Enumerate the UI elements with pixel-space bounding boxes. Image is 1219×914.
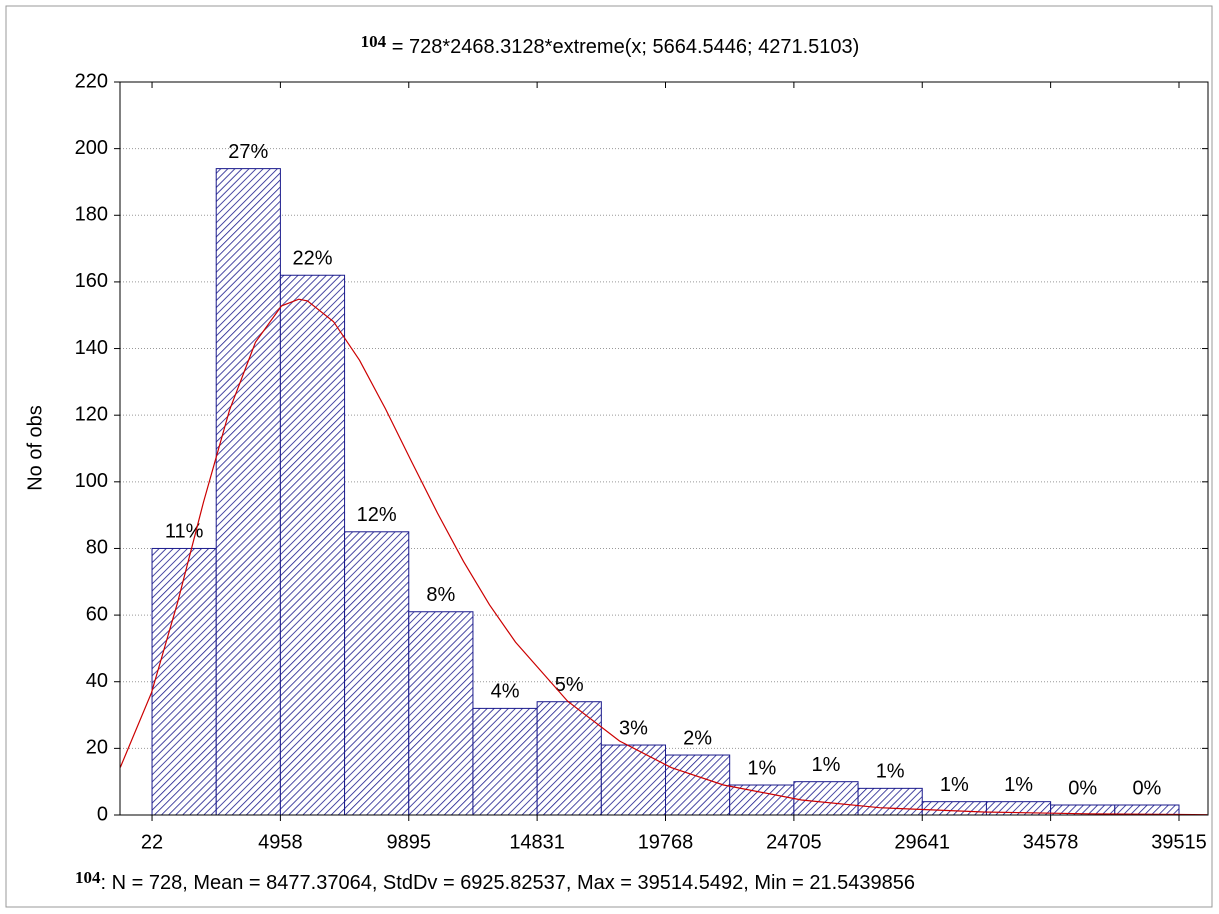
- y-tick-label: 200: [75, 137, 108, 159]
- bar: [921, 801, 987, 816]
- y-tick-label: 160: [75, 270, 108, 292]
- plot-border: [119, 81, 1209, 816]
- bar: [279, 274, 346, 816]
- title-text: = 728*2468.3128*extreme(x; 5664.5446; 42…: [386, 36, 859, 58]
- bar-label: 12%: [357, 504, 397, 526]
- bar: [600, 744, 667, 816]
- stats-text: : N = 728, Mean = 8477.37064, StdDv = 69…: [101, 872, 916, 894]
- y-tick-label: 220: [75, 70, 108, 92]
- x-tick-label: 22: [141, 831, 163, 853]
- bar-label: 3%: [619, 717, 648, 739]
- y-tick-label: 0: [97, 803, 108, 825]
- bar: [665, 754, 731, 816]
- y-tick-label: 40: [86, 670, 108, 692]
- y-tick-label: 100: [75, 470, 108, 492]
- bar-label: 2%: [683, 727, 712, 749]
- y-tick-label: 80: [86, 537, 108, 559]
- bar: [151, 547, 217, 816]
- bar: [408, 611, 474, 816]
- y-tick-label: 120: [75, 403, 108, 425]
- bar-label: 22%: [292, 248, 332, 270]
- bar-label: 1%: [812, 754, 841, 776]
- title-variable: 104: [361, 32, 387, 51]
- bar: [729, 784, 795, 816]
- x-tick-label: 39515: [1151, 831, 1207, 853]
- x-tick-label: 4958: [258, 831, 303, 853]
- x-tick-label: 19768: [638, 831, 694, 853]
- stats-line: 104: N = 728, Mean = 8477.37064, StdDv =…: [75, 868, 915, 894]
- bar-label: 8%: [426, 584, 455, 606]
- stats-variable: 104: [75, 868, 101, 887]
- bar-label: 0%: [1132, 777, 1161, 799]
- y-axis-label: No of obs: [24, 405, 46, 491]
- bar-label: 1%: [747, 757, 776, 779]
- chart-title: 104 = 728*2468.3128*extreme(x; 5664.5446…: [361, 32, 860, 58]
- y-tick-label: 60: [86, 603, 108, 625]
- y-tick-label: 180: [75, 204, 108, 226]
- bar: [793, 781, 859, 816]
- fit-curve: [119, 298, 1208, 816]
- x-tick-label: 24705: [766, 831, 822, 853]
- y-tick-label: 140: [75, 337, 108, 359]
- bar-label: 5%: [555, 674, 584, 696]
- bar: [857, 787, 923, 816]
- bar: [215, 168, 281, 816]
- x-tick-label: 34578: [1023, 831, 1079, 853]
- bar: [344, 531, 410, 816]
- x-tick-label: 14831: [509, 831, 565, 853]
- bar-label: 1%: [876, 761, 905, 783]
- x-tick-label: 9895: [387, 831, 432, 853]
- x-tick-label: 29641: [894, 831, 950, 853]
- bar: [536, 701, 602, 816]
- y-tick-label: 20: [86, 737, 108, 759]
- bar-label: 1%: [1004, 774, 1033, 796]
- bar: [472, 707, 538, 816]
- bar-label: 0%: [1068, 777, 1097, 799]
- bar-label: 27%: [228, 141, 268, 163]
- bar-label: 1%: [940, 774, 969, 796]
- bar-label: 4%: [491, 681, 520, 703]
